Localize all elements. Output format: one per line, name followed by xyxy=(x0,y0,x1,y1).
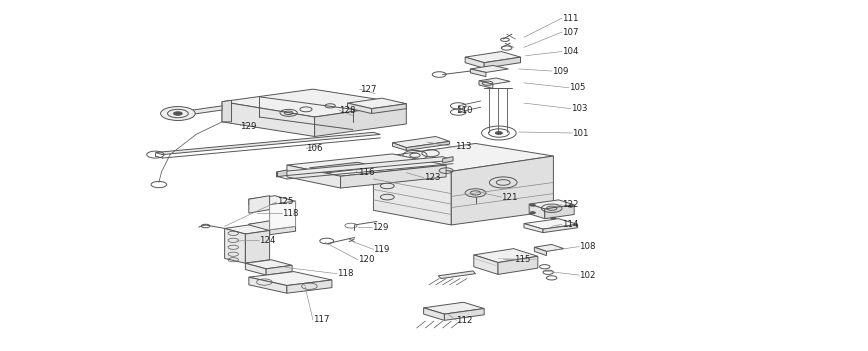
Polygon shape xyxy=(524,224,543,233)
Text: 121: 121 xyxy=(502,193,518,201)
Polygon shape xyxy=(249,196,270,213)
Polygon shape xyxy=(438,271,476,279)
Text: 118: 118 xyxy=(337,269,353,278)
Polygon shape xyxy=(524,219,577,229)
Polygon shape xyxy=(465,52,521,63)
Text: 101: 101 xyxy=(572,128,589,138)
Polygon shape xyxy=(314,104,406,137)
Polygon shape xyxy=(535,244,564,251)
Circle shape xyxy=(530,212,536,214)
Polygon shape xyxy=(424,302,484,314)
Text: 107: 107 xyxy=(562,27,579,37)
Polygon shape xyxy=(470,69,486,77)
Polygon shape xyxy=(222,89,406,117)
Text: 109: 109 xyxy=(552,67,568,75)
Polygon shape xyxy=(443,157,453,163)
Text: 129: 129 xyxy=(240,121,257,131)
Polygon shape xyxy=(287,154,446,176)
Polygon shape xyxy=(249,277,287,293)
Polygon shape xyxy=(451,156,554,225)
Text: 106: 106 xyxy=(306,144,322,153)
Text: 103: 103 xyxy=(570,104,588,113)
Text: 116: 116 xyxy=(358,168,374,177)
Text: 112: 112 xyxy=(457,316,473,325)
Text: 115: 115 xyxy=(514,254,530,264)
Polygon shape xyxy=(470,66,509,72)
Polygon shape xyxy=(287,280,332,293)
Text: 119: 119 xyxy=(373,245,390,254)
Polygon shape xyxy=(347,103,372,113)
Polygon shape xyxy=(249,221,296,230)
Polygon shape xyxy=(444,309,484,320)
Polygon shape xyxy=(545,205,574,219)
Polygon shape xyxy=(246,260,293,269)
Polygon shape xyxy=(529,200,574,209)
Polygon shape xyxy=(347,98,406,109)
Polygon shape xyxy=(225,225,270,234)
Circle shape xyxy=(551,217,556,219)
Text: 122: 122 xyxy=(562,200,579,209)
Text: 110: 110 xyxy=(457,106,473,114)
Text: 123: 123 xyxy=(424,173,440,182)
Text: 117: 117 xyxy=(312,315,329,324)
Polygon shape xyxy=(270,201,296,230)
Polygon shape xyxy=(249,224,270,235)
Polygon shape xyxy=(222,102,314,137)
Text: 104: 104 xyxy=(562,47,579,56)
Text: 111: 111 xyxy=(562,14,579,22)
Text: 128: 128 xyxy=(339,106,355,114)
Circle shape xyxy=(569,205,573,207)
Text: 102: 102 xyxy=(579,271,595,280)
Polygon shape xyxy=(406,141,450,151)
Polygon shape xyxy=(249,221,270,238)
Text: 127: 127 xyxy=(359,85,376,94)
Polygon shape xyxy=(266,265,293,275)
Text: 105: 105 xyxy=(569,83,586,92)
Text: 108: 108 xyxy=(579,242,595,251)
Text: 125: 125 xyxy=(277,198,293,206)
Polygon shape xyxy=(372,104,406,113)
Polygon shape xyxy=(543,224,577,233)
Polygon shape xyxy=(498,256,538,274)
Polygon shape xyxy=(277,170,287,177)
Text: 118: 118 xyxy=(282,208,299,218)
Polygon shape xyxy=(340,165,446,188)
Polygon shape xyxy=(424,308,444,320)
Polygon shape xyxy=(465,57,484,68)
Polygon shape xyxy=(474,249,538,263)
Polygon shape xyxy=(535,247,547,256)
Polygon shape xyxy=(225,229,246,263)
Polygon shape xyxy=(270,226,296,235)
Polygon shape xyxy=(474,255,498,274)
Circle shape xyxy=(161,107,195,120)
Polygon shape xyxy=(249,272,332,285)
Polygon shape xyxy=(270,201,296,210)
Polygon shape xyxy=(392,143,406,151)
Text: 114: 114 xyxy=(562,220,579,229)
Polygon shape xyxy=(246,263,266,275)
Circle shape xyxy=(530,204,536,206)
Polygon shape xyxy=(249,199,270,210)
Circle shape xyxy=(174,112,182,115)
Polygon shape xyxy=(277,157,453,176)
Text: 129: 129 xyxy=(372,223,388,232)
Polygon shape xyxy=(373,144,554,171)
Circle shape xyxy=(496,132,503,134)
Polygon shape xyxy=(155,132,380,154)
Polygon shape xyxy=(479,78,510,84)
Polygon shape xyxy=(373,158,451,225)
Text: 124: 124 xyxy=(260,236,276,245)
Polygon shape xyxy=(529,204,545,219)
Polygon shape xyxy=(392,137,450,148)
Polygon shape xyxy=(249,196,296,205)
Polygon shape xyxy=(484,57,521,68)
Polygon shape xyxy=(309,162,377,173)
Text: 120: 120 xyxy=(358,255,374,264)
Polygon shape xyxy=(287,165,340,188)
Text: 113: 113 xyxy=(455,143,471,151)
Polygon shape xyxy=(222,100,232,122)
Polygon shape xyxy=(183,106,222,115)
Polygon shape xyxy=(246,231,270,263)
Polygon shape xyxy=(479,81,493,88)
